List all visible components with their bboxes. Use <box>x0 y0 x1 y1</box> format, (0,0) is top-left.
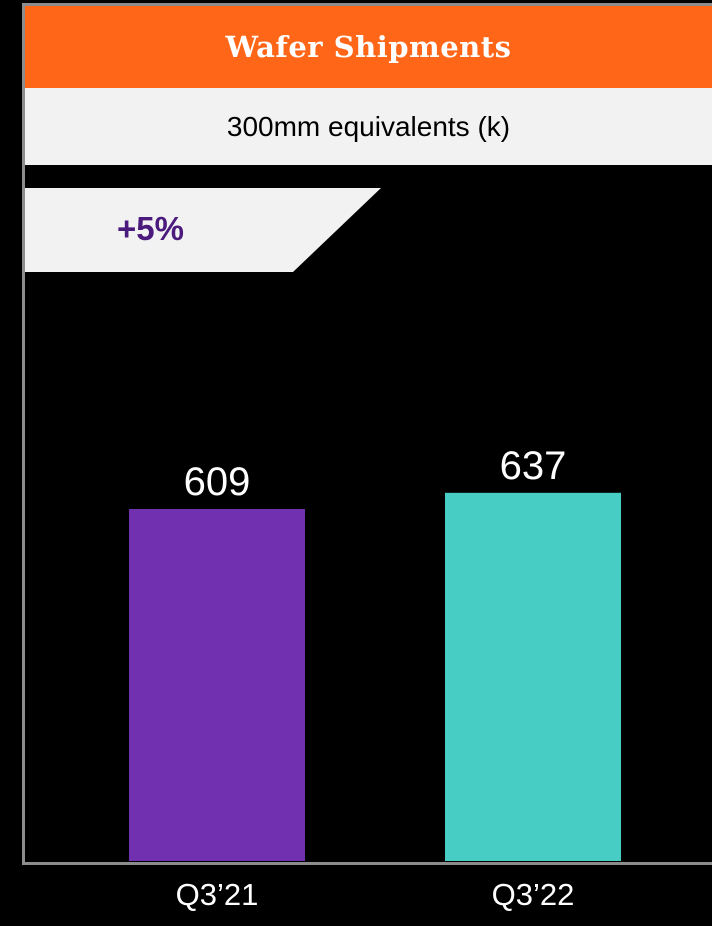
growth-badge-shape <box>25 188 381 272</box>
bar-1 <box>129 508 305 861</box>
chart-title: Wafer Shipments <box>25 6 712 88</box>
bar-2 <box>445 492 621 861</box>
data-label-2: 637 <box>500 444 567 488</box>
category-label-1: Q3’21 <box>176 877 259 912</box>
category-label-2: Q3’22 <box>492 877 575 912</box>
growth-badge: +5% <box>25 188 381 272</box>
chart-subtitle: 300mm equivalents (k) <box>25 88 712 165</box>
data-label-1: 609 <box>184 460 251 504</box>
growth-percentage: +5% <box>117 210 184 247</box>
